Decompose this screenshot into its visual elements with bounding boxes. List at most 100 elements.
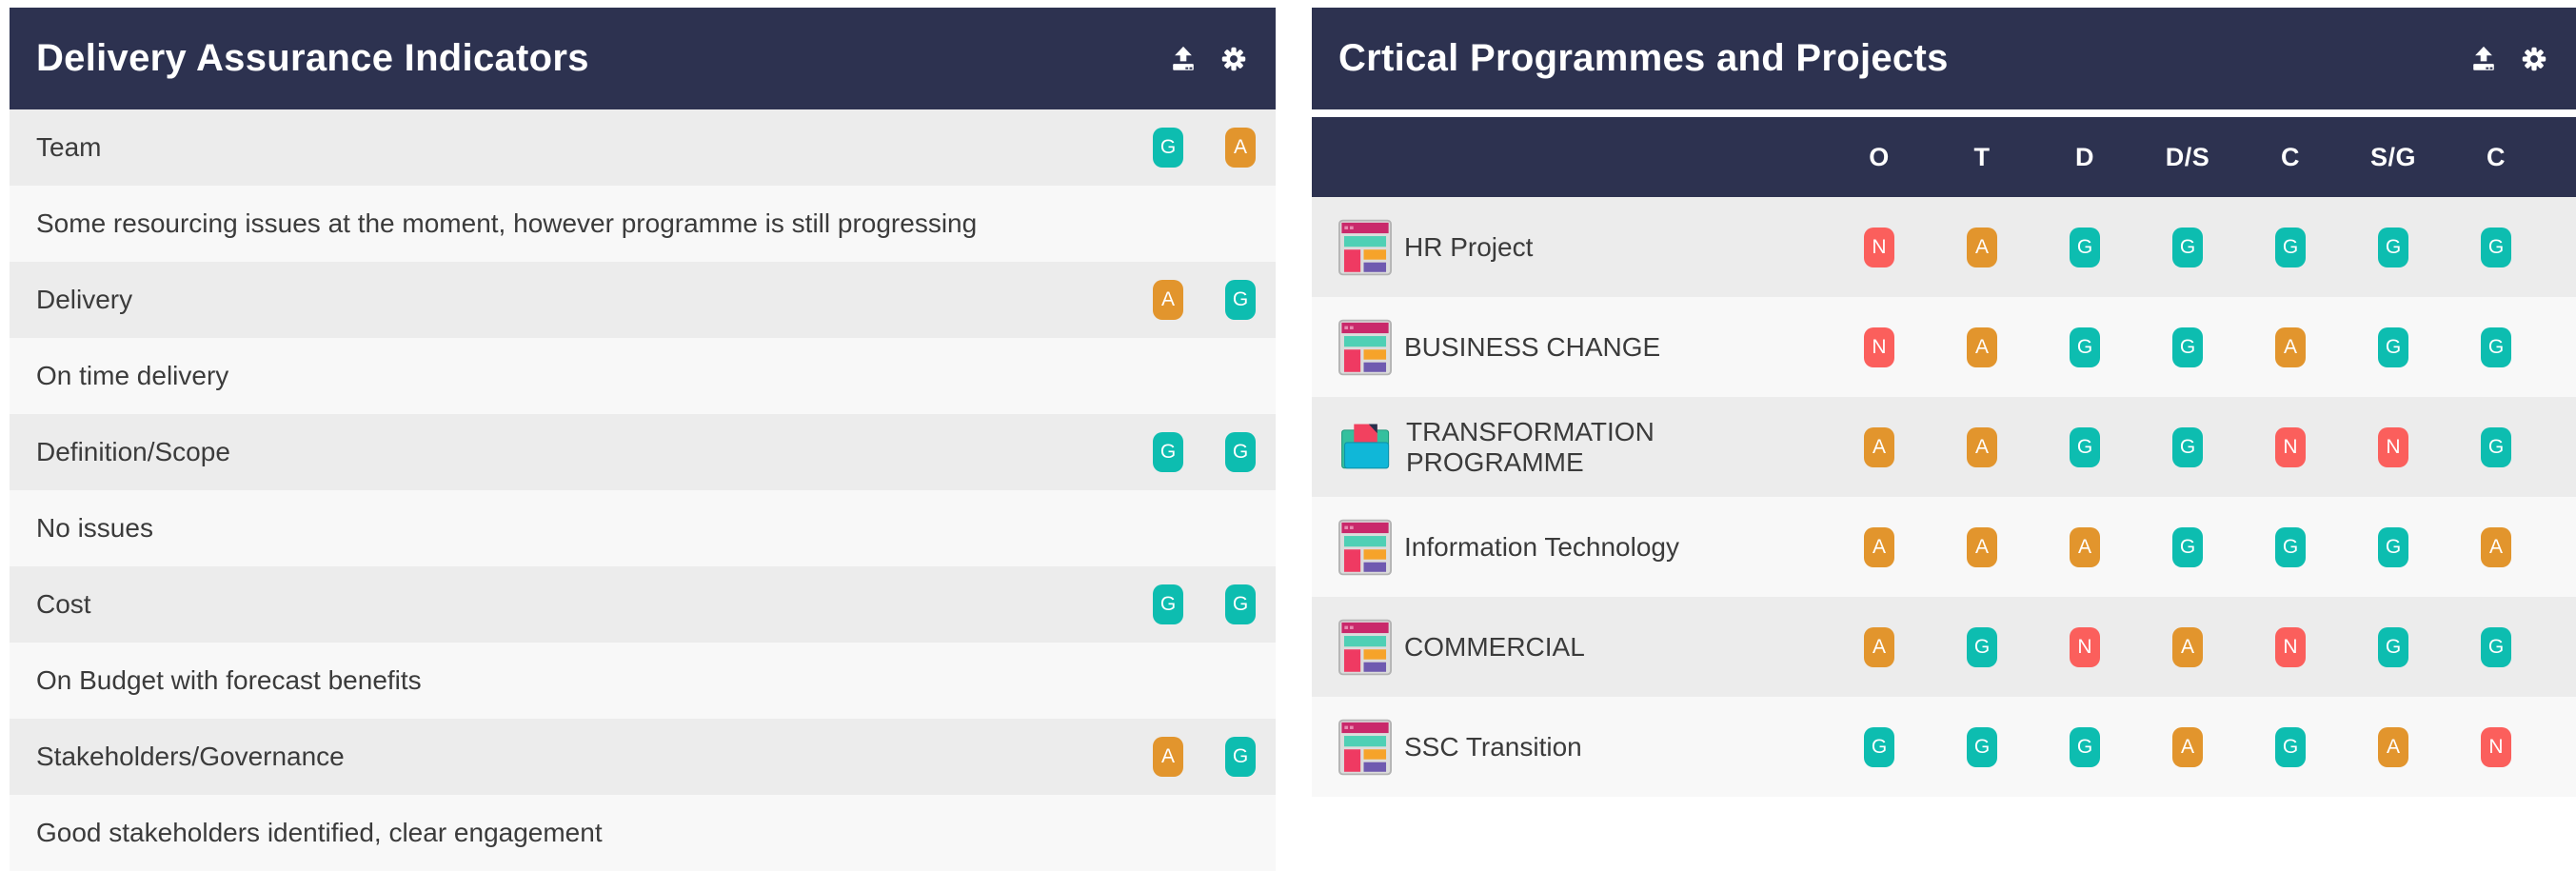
rag-badge[interactable]: N (1864, 227, 1894, 267)
rag-badge[interactable]: G (2172, 327, 2203, 367)
rag-badge[interactable]: A (1967, 327, 1997, 367)
indicator-comment-row: Some resourcing issues at the moment, ho… (10, 186, 1276, 262)
rag-badge[interactable]: G (2070, 227, 2100, 267)
indicator-label: Stakeholders/Governance (36, 742, 345, 771)
project-name: BUSINESS CHANGE (1404, 331, 1661, 362)
rag-badge[interactable]: G (1864, 726, 1894, 767)
delivery-assurance-panel: Delivery Assurance Indicators Team G A S… (10, 8, 1276, 871)
rag-badge[interactable]: G (2070, 426, 2100, 467)
rag-badge[interactable]: G (2275, 227, 2306, 267)
rag-badge[interactable]: N (2275, 626, 2306, 667)
indicator-comment-row: No issues (10, 490, 1276, 566)
app-window-icon (1338, 619, 1392, 676)
rag-badge[interactable]: G (2481, 327, 2511, 367)
indicator-row: Delivery A G (10, 262, 1276, 338)
indicator-label: Cost (36, 589, 91, 619)
panel-actions (2469, 45, 2547, 73)
rag-badge[interactable]: G (2481, 426, 2511, 467)
rag-badge[interactable]: A (1225, 128, 1256, 168)
rag-badge[interactable]: A (2172, 726, 2203, 767)
panel-title: Crtical Programmes and Projects (1338, 37, 1949, 79)
project-name: Information Technology (1404, 531, 1679, 562)
gear-icon[interactable] (2521, 46, 2547, 72)
rag-badge[interactable]: N (2378, 426, 2408, 467)
column-header: T (1973, 142, 1991, 171)
indicator-row: Definition/Scope G G (10, 414, 1276, 490)
indicator-label: Definition/Scope (36, 437, 230, 466)
rag-badge[interactable]: G (1967, 726, 1997, 767)
app-window-icon (1338, 319, 1392, 376)
rag-badge[interactable]: G (2275, 526, 2306, 567)
panel-header: Delivery Assurance Indicators (10, 8, 1276, 109)
rag-badge[interactable]: N (2275, 426, 2306, 467)
upload-icon[interactable] (1169, 45, 1198, 73)
column-header: D (2075, 142, 2094, 171)
critical-programmes-panel: Crtical Programmes and Projects O T D D/… (1312, 8, 2576, 797)
rag-badge[interactable]: G (1225, 584, 1256, 624)
rag-badge[interactable]: G (1967, 626, 1997, 667)
rag-badge[interactable]: G (2172, 426, 2203, 467)
rag-badge[interactable]: G (2172, 526, 2203, 567)
rag-badge[interactable]: A (1967, 526, 1997, 567)
project-name: HR Project (1404, 231, 1534, 262)
indicator-comment: Some resourcing issues at the moment, ho… (36, 208, 978, 238)
gear-icon[interactable] (1220, 46, 1247, 72)
rag-badge[interactable]: A (2070, 526, 2100, 567)
app-window-icon (1338, 519, 1392, 576)
rag-badge[interactable]: G (2070, 726, 2100, 767)
rag-badge[interactable]: G (2378, 327, 2408, 367)
project-row[interactable]: COMMERCIAL A G N A N G G (1312, 597, 2576, 697)
rag-badge[interactable]: G (1153, 432, 1183, 472)
upload-icon[interactable] (2469, 45, 2498, 73)
panel-actions (1169, 45, 1247, 73)
rag-badge[interactable]: A (1153, 280, 1183, 320)
rag-badge[interactable]: G (2481, 626, 2511, 667)
rag-badge[interactable]: N (1864, 327, 1894, 367)
rag-badge[interactable]: A (1864, 426, 1894, 467)
panel-header: Crtical Programmes and Projects (1312, 8, 2576, 109)
rag-badge[interactable]: A (1967, 227, 1997, 267)
column-header: C (2487, 142, 2506, 171)
rag-badge[interactable]: A (1967, 426, 1997, 467)
project-row[interactable]: TRANSFORMATION PROGRAMME A A G G N N G (1312, 397, 2576, 497)
rag-badge[interactable]: G (2378, 227, 2408, 267)
rag-badge[interactable]: N (2070, 626, 2100, 667)
indicator-comment: No issues (36, 513, 153, 543)
table-header: O T D D/S C S/G C (1312, 117, 2576, 197)
rag-badge[interactable]: N (2481, 726, 2511, 767)
rag-badge[interactable]: A (1153, 737, 1183, 777)
rag-badge[interactable]: A (1864, 626, 1894, 667)
indicator-comment-row: On time delivery (10, 338, 1276, 414)
project-row[interactable]: Information Technology A A A G G G A (1312, 497, 2576, 597)
rag-badge[interactable]: A (2172, 626, 2203, 667)
rag-badge[interactable]: G (1153, 128, 1183, 168)
rag-badge[interactable]: G (1225, 737, 1256, 777)
rag-badge[interactable]: G (2378, 526, 2408, 567)
column-header: C (2281, 142, 2300, 171)
rag-badge[interactable]: G (1225, 432, 1256, 472)
rag-badge[interactable]: A (2275, 327, 2306, 367)
rag-badge[interactable]: A (2378, 726, 2408, 767)
rag-badge[interactable]: G (1225, 280, 1256, 320)
rag-badge[interactable]: G (2070, 327, 2100, 367)
project-row[interactable]: HR Project N A G G G G G (1312, 197, 2576, 297)
indicator-comment: On Budget with forecast benefits (36, 665, 422, 695)
rag-badge[interactable]: G (2481, 227, 2511, 267)
indicator-comment: Good stakeholders identified, clear enga… (36, 818, 603, 847)
project-row[interactable]: SSC Transition G G G A G A N (1312, 697, 2576, 797)
column-header: S/G (2369, 142, 2416, 171)
rag-badge[interactable]: G (2275, 726, 2306, 767)
folder-document-icon (1338, 419, 1394, 476)
rag-badge[interactable]: A (2481, 526, 2511, 567)
app-window-icon (1338, 219, 1392, 276)
project-row[interactable]: BUSINESS CHANGE N A G G A G G (1312, 297, 2576, 397)
rag-badge[interactable]: G (2172, 227, 2203, 267)
indicator-row: Cost G G (10, 566, 1276, 643)
rag-badge[interactable]: A (1864, 526, 1894, 567)
rag-badge[interactable]: G (2378, 626, 2408, 667)
rag-badge[interactable]: G (1153, 584, 1183, 624)
indicator-comment: On time delivery (36, 361, 229, 390)
indicator-comment-row: On Budget with forecast benefits (10, 643, 1276, 719)
column-header: O (1869, 142, 1890, 171)
project-name: TRANSFORMATION PROGRAMME (1406, 416, 1655, 477)
